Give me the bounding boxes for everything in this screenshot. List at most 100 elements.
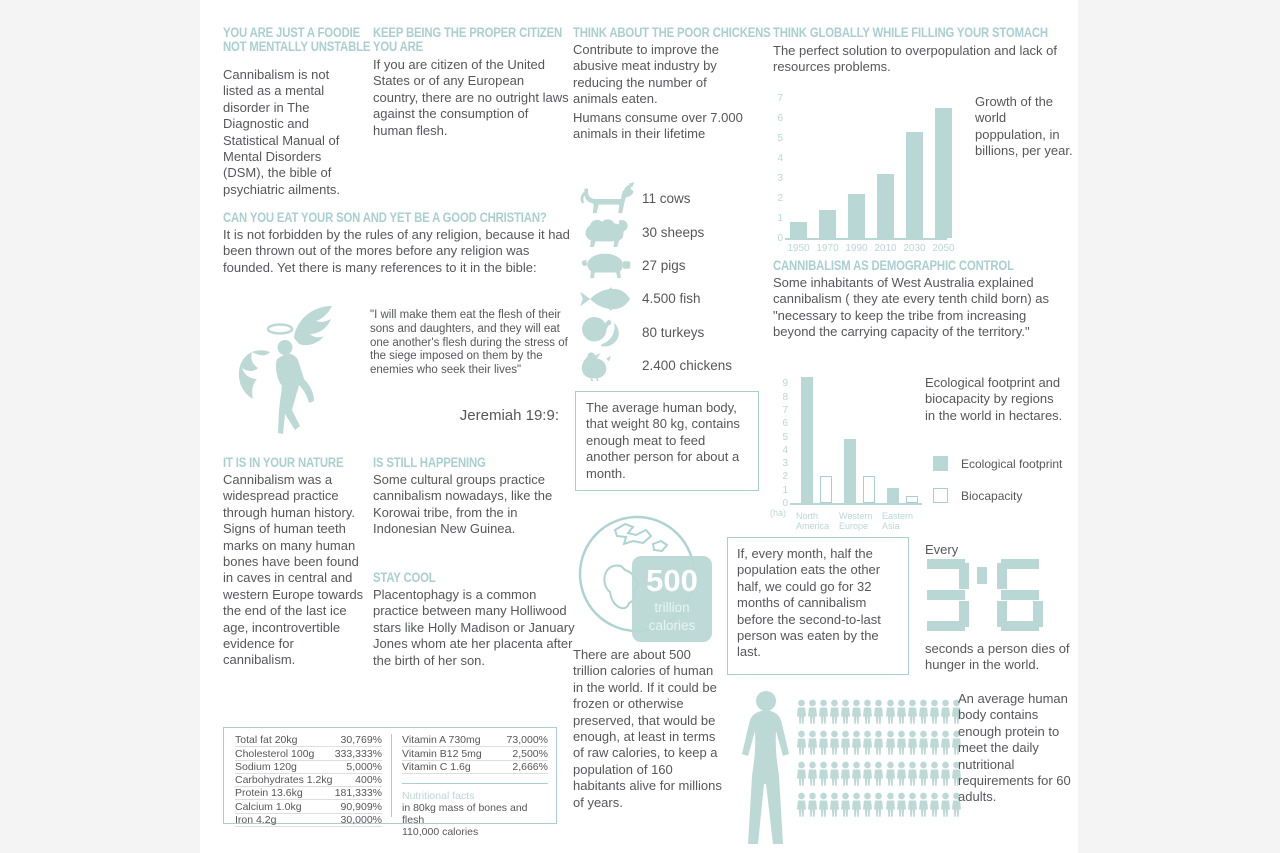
nutrition-row: Total fat 20kg 30,769%	[235, 734, 382, 748]
x-tick-label: Western Europe	[839, 511, 873, 531]
person-icon	[852, 730, 862, 755]
y-tick-label: 2	[777, 193, 783, 204]
person-icon	[830, 792, 840, 817]
population-chart: 0 1 2 3 4 5 6 7 1950 1970 1990 2010 2030 2050	[773, 92, 973, 257]
person-icon	[951, 730, 961, 755]
nutrient-label: Protein 13.6kg	[235, 787, 303, 800]
x-tick-label: 2010	[874, 243, 897, 254]
population-bar-2050	[935, 108, 952, 238]
nutrition-row: Vitamin A 730mg 73,000%	[402, 734, 548, 748]
nutrient-label: Calcium 1.0kg	[235, 800, 302, 813]
person-icon	[918, 761, 928, 786]
legend-item-biocapacity: Biocapacity	[933, 488, 1022, 503]
person-icon	[951, 699, 961, 724]
animal-row-sheeps: 30 sheeps	[578, 215, 778, 248]
y-tick-label: 5	[782, 431, 788, 443]
person-icon	[918, 792, 928, 817]
seven-segment-digits	[927, 559, 1043, 631]
person-icon	[929, 761, 939, 786]
person-icon	[896, 699, 906, 724]
person-icon	[819, 730, 829, 755]
fish-icon	[578, 286, 642, 311]
person-icon	[852, 699, 862, 724]
person-icon	[874, 730, 884, 755]
legend-label: Ecological footprint	[961, 456, 1063, 471]
x-tick-label: North America	[796, 511, 830, 531]
person-icon	[863, 792, 873, 817]
hunger-suffix: seconds a person dies of hunger in the w…	[925, 641, 1070, 673]
section-body2-chickens: Humans consume over 7.000 animals in the…	[573, 110, 743, 142]
y-tick-label: 1	[777, 213, 783, 224]
legend-label: Biocapacity	[961, 488, 1023, 503]
person-icon	[896, 761, 906, 786]
calories-text: There are about 500 trillion calories of…	[573, 647, 722, 810]
section-body-chickens: Contribute to improve the abusive meat i…	[573, 42, 719, 107]
bible-quote: "I will make them eat the flesh of their…	[370, 309, 568, 377]
table-divider	[391, 734, 392, 817]
person-icon	[896, 792, 906, 817]
nutrition-row: Calcium 1.0kg 90,909%	[235, 800, 382, 814]
chicken-icon	[578, 351, 642, 381]
person-icon	[841, 761, 851, 786]
person-icon	[830, 761, 840, 786]
population-chart-caption: Growth of the world poppulation, in bill…	[975, 94, 1073, 159]
people-grid	[797, 699, 961, 818]
person-icon	[885, 730, 895, 755]
animal-count-label: 80 turkeys	[642, 324, 705, 340]
person-icon	[797, 761, 806, 786]
person-icon	[929, 730, 939, 755]
nutrient-value: 2,500%	[512, 747, 548, 760]
y-tick-label: 1	[782, 484, 788, 496]
angel-icon	[238, 306, 332, 434]
x-axis	[785, 238, 947, 240]
person-icon	[819, 761, 829, 786]
population-bar-2010	[877, 174, 894, 238]
human-body-icon	[742, 691, 789, 844]
footprint-bar	[844, 439, 856, 503]
person-icon	[830, 699, 840, 724]
section-body-globally: The perfect solution to overpopulation a…	[773, 43, 1058, 75]
x-tick-label: 1970	[816, 243, 839, 254]
section-body-christian: It is not forbidden by the rules of any …	[223, 227, 570, 275]
y-tick-label: 9	[782, 378, 788, 390]
nutrition-row: Vitamin C 1.6g 2,666%	[402, 761, 548, 774]
nutrient-value: 5,000%	[346, 760, 382, 773]
person-icon	[940, 761, 950, 786]
y-tick-label: 3	[777, 173, 783, 184]
animal-row-cows: 11 cows	[578, 181, 778, 215]
section-body-foodie: Cannibalism is not listed as a mental di…	[223, 67, 341, 197]
nutrition-footer-line2: 110,000 calories	[402, 825, 479, 838]
average-body-text: The average human body, that weight 80 k…	[586, 400, 740, 481]
nutrient-value: 73,000%	[506, 734, 548, 747]
x-tick-label: 2030	[903, 243, 926, 254]
average-body-box: The average human body, that weight 80 k…	[575, 391, 759, 491]
y-tick-label: 2	[782, 471, 788, 483]
y-tick-label: 8	[782, 391, 788, 403]
section-title-demographic: CANNIBALISM AS DEMOGRAPHIC CONTROL	[773, 258, 1014, 273]
y-tick-label: 6	[777, 113, 783, 124]
person-icon	[874, 699, 884, 724]
footprint-chart-caption: Ecological footprint and biocapacity by …	[925, 375, 1063, 423]
animal-row-chickens: 2.400 chickens	[578, 349, 778, 382]
person-icon	[874, 792, 884, 817]
person-icon	[896, 730, 906, 755]
hunger-prefix: Every	[925, 542, 959, 557]
filled-swatch-icon	[933, 456, 948, 471]
nutrition-row: Protein 13.6kg 181,333%	[235, 787, 382, 801]
person-icon	[907, 730, 917, 755]
animal-count-label: 11 cows	[642, 191, 691, 207]
person-icon	[841, 792, 851, 817]
calories-badge-value: 500	[646, 563, 698, 598]
nutrient-value: 333,333%	[334, 747, 382, 760]
nutrient-label: Vitamin A 730mg	[402, 734, 481, 747]
nutrition-table-left: Total fat 20kg 30,769% Cholesterol 100g 333…	[235, 734, 382, 828]
footprint-chart: (ha) 0 1 2 3 4 5 6 7 8 9 North America Western Euro…	[770, 372, 940, 537]
turkey-icon	[578, 316, 642, 348]
section-title-christian: CAN YOU EAT YOUR SON AND YET BE A GOOD C…	[223, 210, 547, 225]
person-icon	[830, 730, 840, 755]
person-icon	[863, 699, 873, 724]
person-icon	[951, 761, 961, 786]
section-body-citizen: If you are citizen of the United States …	[373, 57, 569, 138]
y-tick-label: 6	[782, 418, 788, 430]
nutrient-value: 400%	[355, 774, 382, 787]
